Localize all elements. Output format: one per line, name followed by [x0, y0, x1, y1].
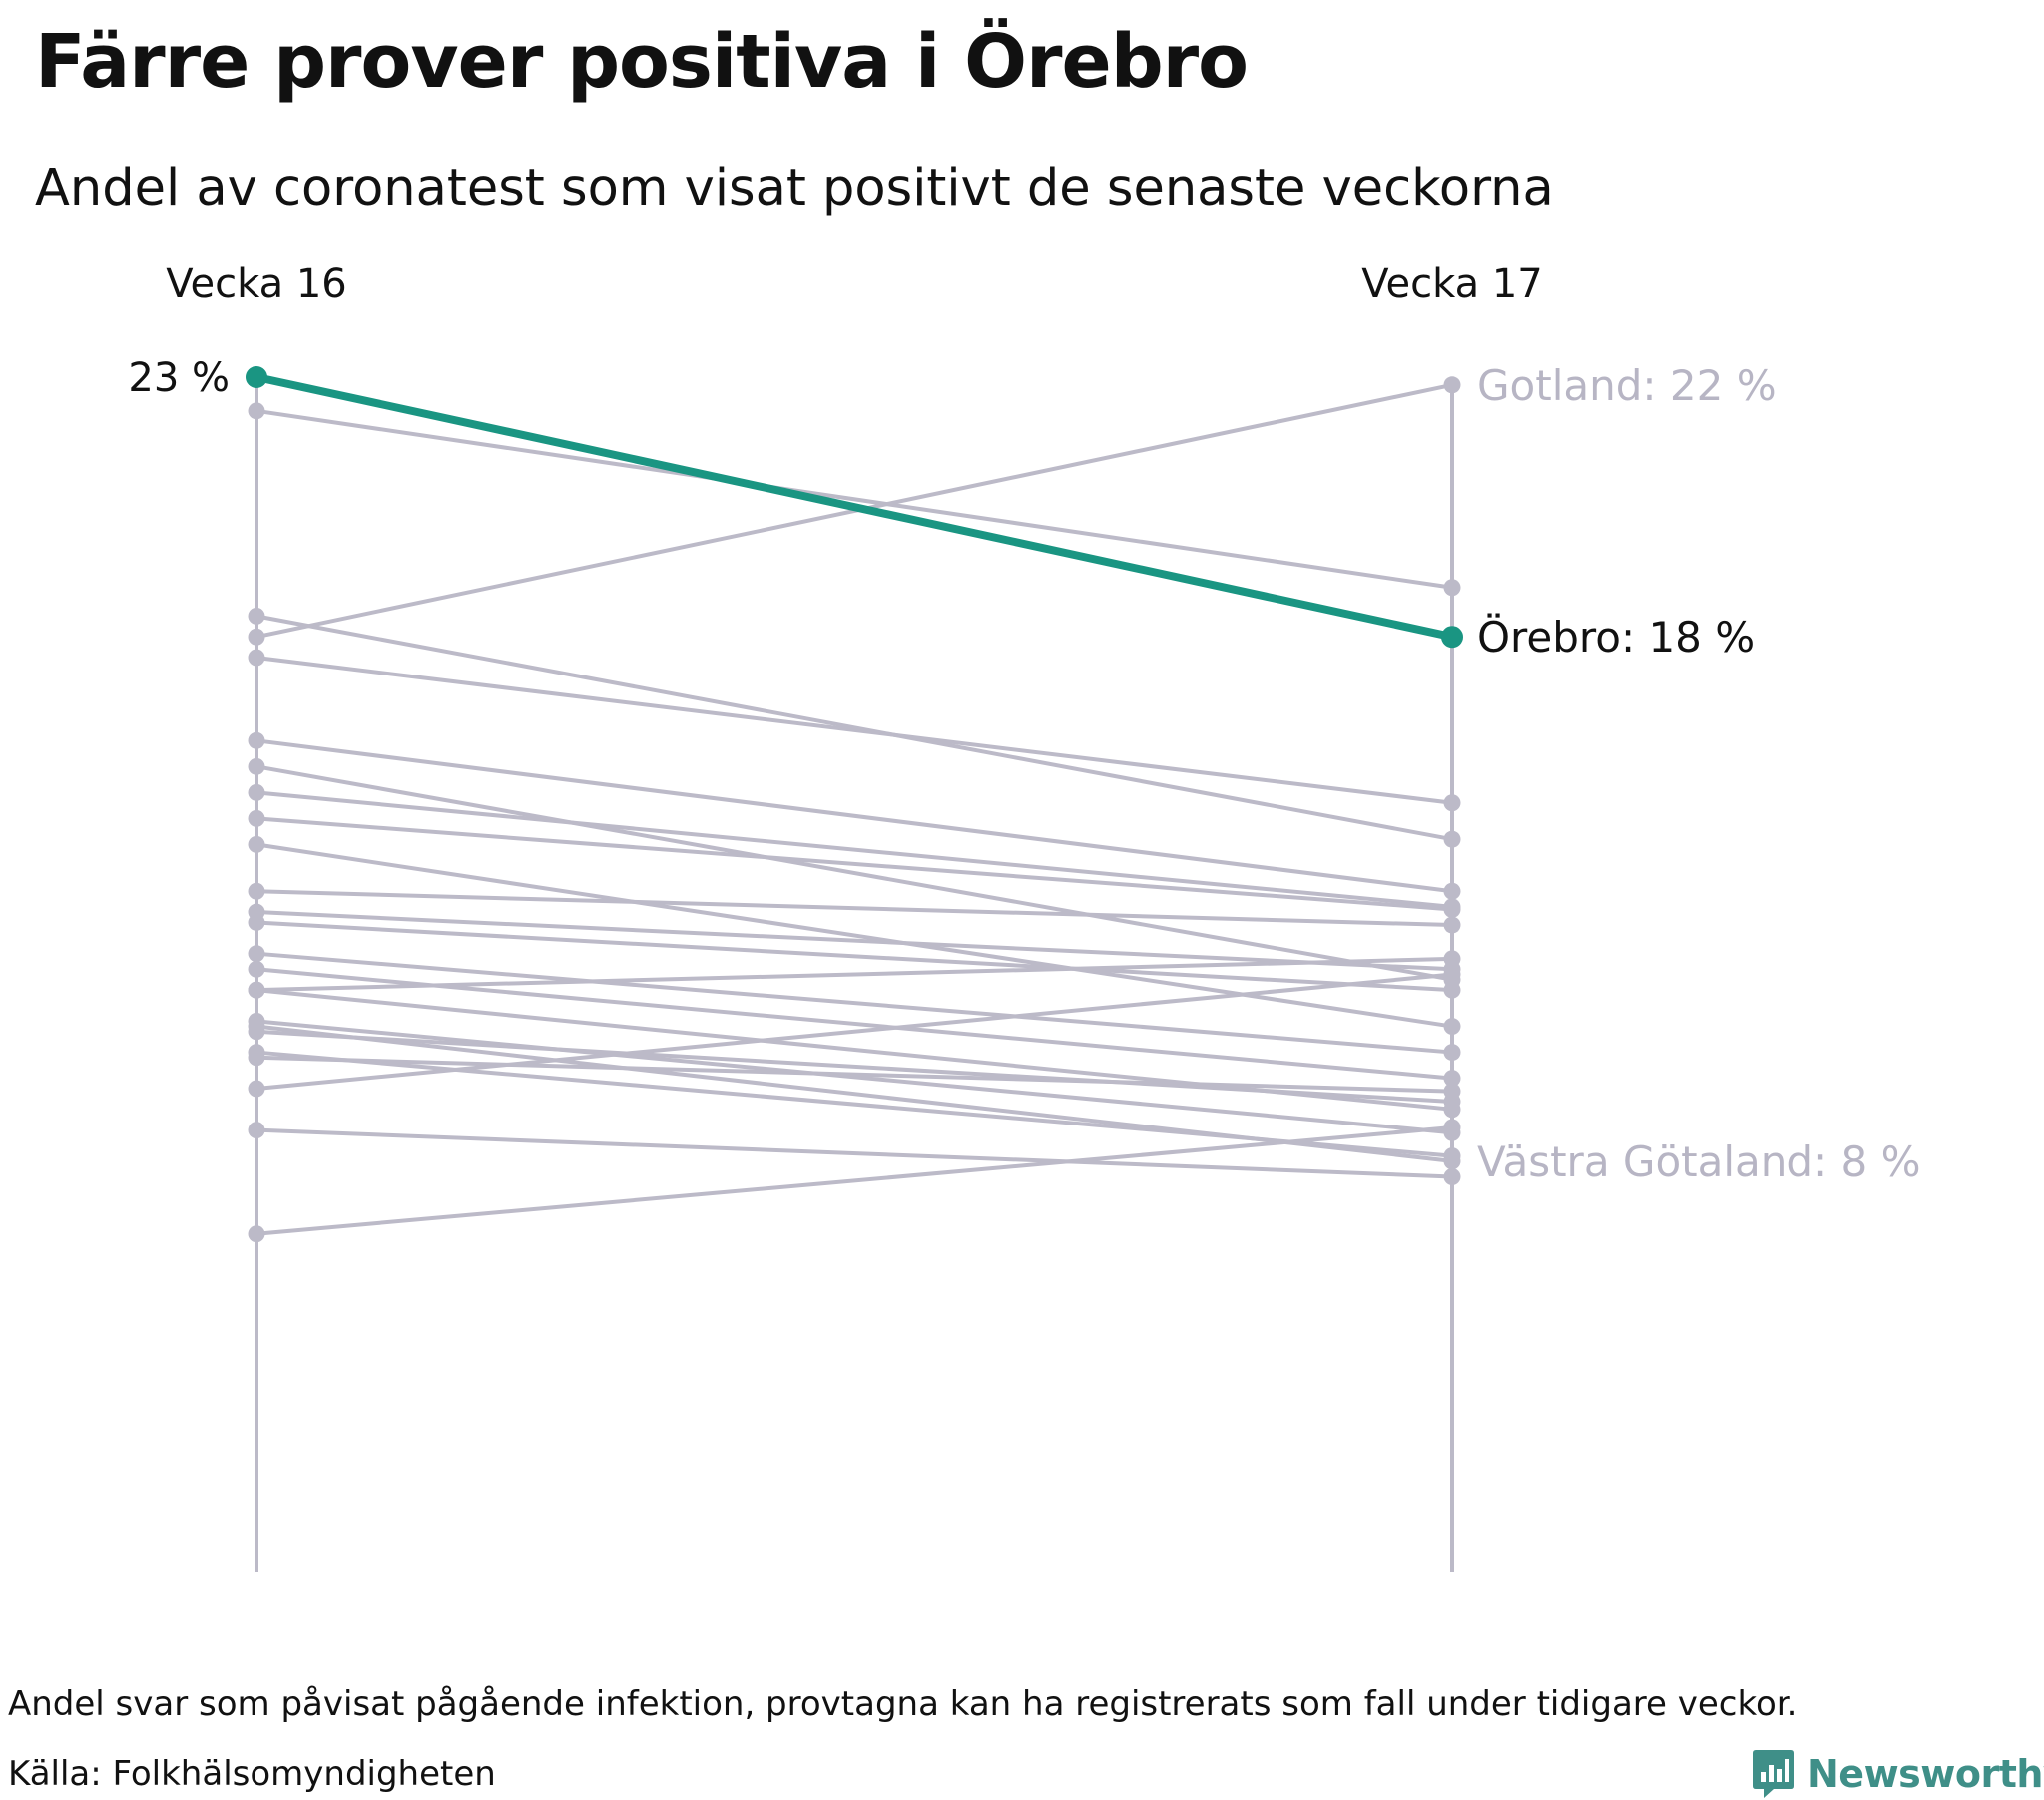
series-line-14 [256, 956, 1453, 993]
series-line-19 [256, 972, 1453, 1091]
series-line-8 [256, 842, 1453, 1029]
series-dot-end-23 [1443, 898, 1461, 916]
series-line-12 [256, 967, 1453, 1081]
series-line-15 [256, 1019, 1453, 1135]
series-line-5 [256, 738, 1453, 894]
series-line-11 [256, 951, 1453, 1055]
series-dot-end-21 [1443, 1119, 1461, 1136]
highlight-line-orebro [256, 373, 1453, 642]
series-line-20 [256, 1127, 1453, 1179]
series-dot-start-20 [248, 1122, 265, 1139]
series-line-10 [256, 910, 1453, 972]
series-dot-end-18 [1443, 1083, 1461, 1101]
series-line-6 [256, 764, 1453, 982]
series-dot-start-7 [248, 809, 265, 827]
series-dot-end-20 [1443, 1167, 1461, 1185]
series-line-18 [256, 1055, 1453, 1094]
series-dot-start-17 [248, 1018, 265, 1036]
series-dot-start-23 [248, 783, 265, 801]
series-line-24 [256, 1050, 1453, 1158]
series-dot-end-19 [1443, 966, 1461, 983]
series-dot-start-8 [248, 835, 265, 853]
highlight-dot-end [1441, 626, 1463, 649]
series-dot-end-2 [1443, 376, 1461, 394]
highlight-end-label: Örebro: 18 % [1477, 612, 1755, 662]
chart-footnote: Andel svar som påvisat pågående infektio… [8, 1684, 1798, 1724]
series-dot-start-4 [248, 649, 265, 667]
series-dot-start-2 [248, 628, 265, 646]
series-dot-start-5 [248, 731, 265, 749]
series-dot-end-8 [1443, 1018, 1461, 1036]
series-line-23 [256, 790, 1453, 909]
series-dot-start-9 [248, 882, 265, 900]
series-dot-start-19 [248, 1080, 265, 1098]
series-line-9 [256, 889, 1453, 928]
series-line-22 [256, 920, 1453, 993]
series-dot-end-24 [1443, 1147, 1461, 1165]
series-line-16 [256, 1029, 1453, 1105]
series-line-1 [256, 408, 1453, 590]
series-dot-end-5 [1443, 882, 1461, 900]
series-line-21 [256, 1125, 1453, 1236]
brand-name: Newsworthy [1807, 1752, 2044, 1796]
series-dot-end-3 [1443, 830, 1461, 848]
series-dot-end-12 [1443, 1070, 1461, 1088]
chart-source: Källa: Folkhälsomyndigheten [8, 1754, 496, 1794]
highlight-dot-start [246, 366, 267, 388]
series-line-4 [256, 656, 1453, 805]
series-dot-end-4 [1443, 794, 1461, 812]
series-line-7 [256, 816, 1453, 912]
series-dot-end-11 [1443, 1044, 1461, 1062]
slope-chart: Vecka 16 Vecka 17 23 % Örebro: 18 % Gotland:… [128, 261, 1921, 1572]
series-line-3 [256, 614, 1453, 842]
chart-subtitle: Andel av coronatest som visat positivt d… [35, 159, 1554, 218]
series-end-label-2: Västra Götaland: 8 % [1477, 1137, 1921, 1186]
series-dot-start-1 [248, 402, 265, 420]
column-label-vecka-16: Vecka 16 [166, 261, 346, 307]
series-dot-start-24 [248, 1044, 265, 1062]
newsworthy-brand[interactable]: Newsworthy [1752, 1748, 2044, 1800]
highlight-start-label: 23 % [128, 355, 230, 401]
newsworthy-logo-icon [1753, 1750, 1794, 1798]
series-dot-end-1 [1443, 579, 1461, 597]
series-dot-start-12 [248, 960, 265, 978]
series-dot-start-21 [248, 1225, 265, 1243]
series-dot-end-22 [1443, 981, 1461, 999]
series-dot-end-14 [1443, 950, 1461, 968]
series-dot-start-3 [248, 607, 265, 625]
chart-title: Färre prover positiva i Örebro [35, 19, 1249, 105]
series-dot-start-11 [248, 945, 265, 963]
series-end-label-1: Gotland: 22 % [1477, 361, 1777, 410]
series-dot-start-22 [248, 913, 265, 931]
series-dot-start-14 [248, 981, 265, 999]
series-dot-start-6 [248, 757, 265, 775]
series-dot-end-9 [1443, 916, 1461, 934]
column-label-vecka-17: Vecka 17 [1361, 261, 1542, 307]
